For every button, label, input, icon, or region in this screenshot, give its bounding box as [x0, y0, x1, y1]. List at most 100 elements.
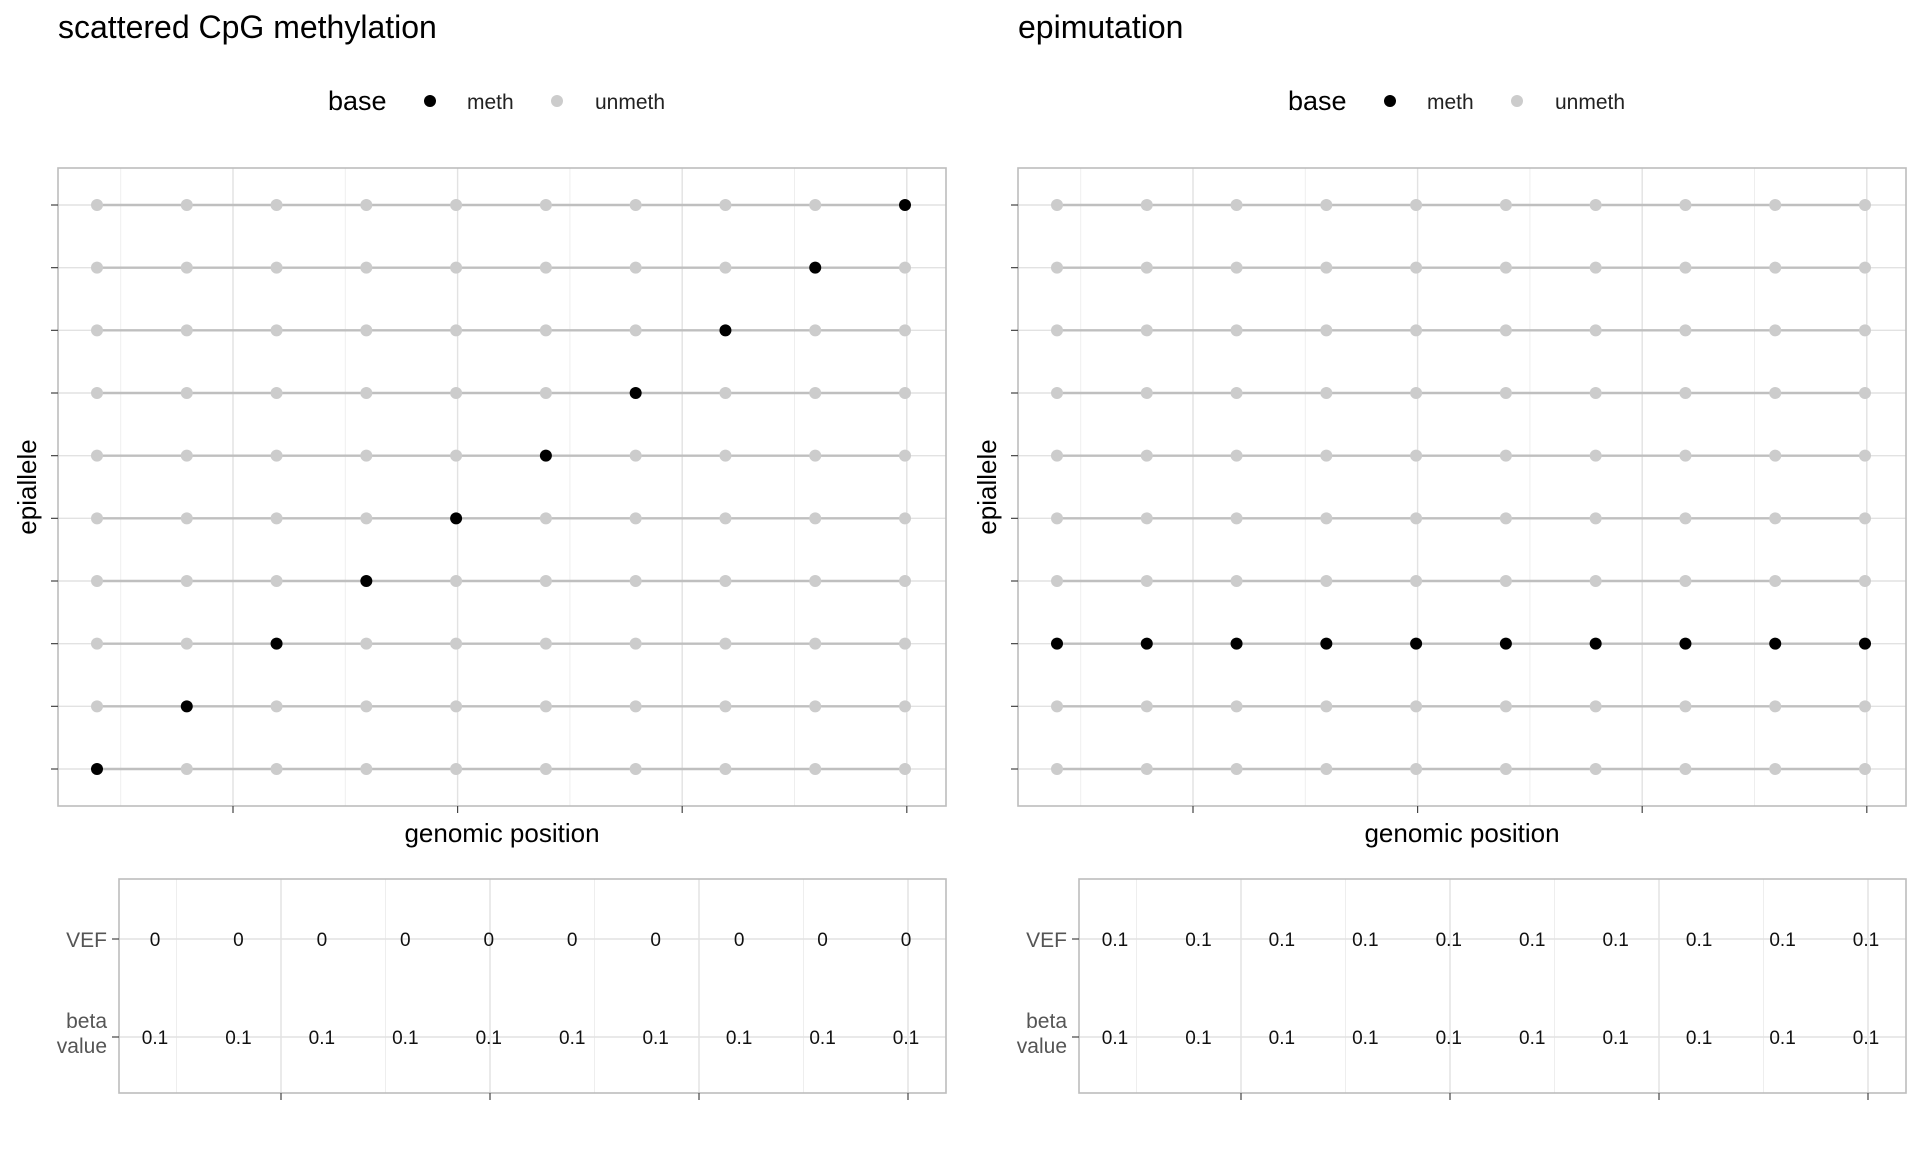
point-unmeth	[1320, 512, 1333, 525]
point-unmeth	[1230, 261, 1243, 274]
point-unmeth	[629, 575, 642, 587]
table-cell-value: 0.1	[1769, 1028, 1795, 1049]
point-unmeth	[1679, 387, 1692, 399]
point-unmeth	[1320, 324, 1333, 337]
table-cell-value: 0.1	[1436, 1028, 1462, 1049]
table-cell-value: 0.1	[559, 1028, 585, 1049]
chart-svg: scattered CpG methylation base meth unmeth g…	[12, 9, 947, 1100]
point-unmeth	[270, 387, 283, 399]
point-unmeth	[1679, 199, 1692, 211]
legend-label-unmeth: unmeth	[595, 91, 665, 114]
point-meth	[180, 700, 193, 713]
point-unmeth	[1679, 763, 1692, 775]
point-unmeth	[1589, 199, 1602, 211]
point-unmeth	[809, 763, 822, 775]
point-unmeth	[809, 575, 822, 587]
table-cell-value: 0.1	[1269, 1028, 1295, 1049]
point-unmeth	[1140, 512, 1153, 525]
point-unmeth	[1859, 387, 1871, 399]
point-unmeth	[360, 700, 373, 713]
point-unmeth	[1051, 449, 1063, 462]
point-unmeth	[1410, 199, 1423, 211]
point-unmeth	[1499, 387, 1512, 399]
table-cell-value: 0.1	[642, 1028, 668, 1049]
point-unmeth	[1051, 700, 1063, 713]
point-unmeth	[1230, 763, 1243, 775]
point-meth	[1859, 637, 1871, 650]
chart-title: epimutation	[1018, 9, 1183, 45]
table-cell-value: 0.1	[1853, 1028, 1879, 1049]
point-unmeth	[1140, 449, 1153, 462]
point-unmeth	[1769, 700, 1782, 713]
point-meth	[1320, 637, 1333, 650]
point-unmeth	[719, 449, 732, 462]
point-unmeth	[1320, 199, 1333, 211]
table-cell-value: 0	[483, 930, 494, 951]
point-unmeth	[1679, 575, 1692, 587]
point-meth	[1769, 637, 1782, 650]
point-unmeth	[1859, 700, 1871, 713]
legend-title: base	[328, 86, 387, 116]
point-meth	[91, 763, 103, 775]
point-unmeth	[360, 637, 373, 650]
chart-title: scattered CpG methylation	[58, 9, 437, 45]
point-unmeth	[539, 763, 552, 775]
legend: base meth unmeth	[1288, 86, 1625, 116]
point-unmeth	[450, 324, 463, 337]
table-cell-value: 0	[150, 930, 161, 951]
point-unmeth	[539, 637, 552, 650]
table-row-label: beta	[1026, 1010, 1067, 1033]
point-meth	[1679, 637, 1692, 650]
point-unmeth	[180, 449, 193, 462]
point-unmeth	[270, 512, 283, 525]
table-cell-value: 0.1	[1102, 930, 1128, 951]
point-unmeth	[1679, 324, 1692, 337]
table-cell-value: 0.1	[1519, 1028, 1545, 1049]
point-unmeth	[1589, 575, 1602, 587]
point-unmeth	[180, 261, 193, 274]
legend-key-unmeth	[1511, 95, 1523, 107]
point-unmeth	[539, 261, 552, 274]
table-cell-value: 0.1	[893, 1028, 919, 1049]
point-unmeth	[719, 763, 732, 775]
point-unmeth	[1769, 575, 1782, 587]
point-unmeth	[450, 575, 463, 587]
point-unmeth	[450, 700, 463, 713]
point-unmeth	[1499, 512, 1512, 525]
x-axis-label: genomic position	[404, 818, 599, 848]
point-unmeth	[1859, 324, 1871, 337]
point-unmeth	[1769, 763, 1782, 775]
point-unmeth	[1140, 261, 1153, 274]
point-unmeth	[1589, 512, 1602, 525]
point-unmeth	[1320, 387, 1333, 399]
point-unmeth	[270, 575, 283, 587]
table-border	[1078, 878, 1907, 1094]
table-cell-value: 0.1	[142, 1028, 168, 1049]
chart-panel-scattered: scattered CpG methylation base meth unmeth g…	[12, 9, 947, 1100]
table-cell-value: 0	[734, 930, 745, 951]
table-row-label: VEF	[1026, 929, 1067, 952]
point-unmeth	[1589, 324, 1602, 337]
chart-panel-epimutation: epimutation base meth unmeth genomic positio…	[960, 0, 1920, 1152]
point-unmeth	[1679, 512, 1692, 525]
plot-border	[1017, 167, 1907, 807]
table-cell-value: 0.1	[1519, 930, 1545, 951]
legend-label-meth: meth	[1427, 91, 1474, 114]
point-unmeth	[1499, 324, 1512, 337]
point-unmeth	[1320, 575, 1333, 587]
point-meth	[1589, 637, 1602, 650]
point-unmeth	[360, 324, 373, 337]
point-unmeth	[899, 324, 911, 337]
point-unmeth	[719, 261, 732, 274]
legend-title: base	[1288, 86, 1347, 116]
point-unmeth	[270, 324, 283, 337]
point-unmeth	[629, 261, 642, 274]
point-unmeth	[91, 449, 103, 462]
table-cell-value: 0.1	[1686, 1028, 1712, 1049]
point-unmeth	[899, 387, 911, 399]
table-cell-value: 0.1	[1436, 930, 1462, 951]
point-unmeth	[719, 387, 732, 399]
point-meth	[539, 449, 552, 462]
point-unmeth	[91, 512, 103, 525]
table-cell-value: 0.1	[726, 1028, 752, 1049]
